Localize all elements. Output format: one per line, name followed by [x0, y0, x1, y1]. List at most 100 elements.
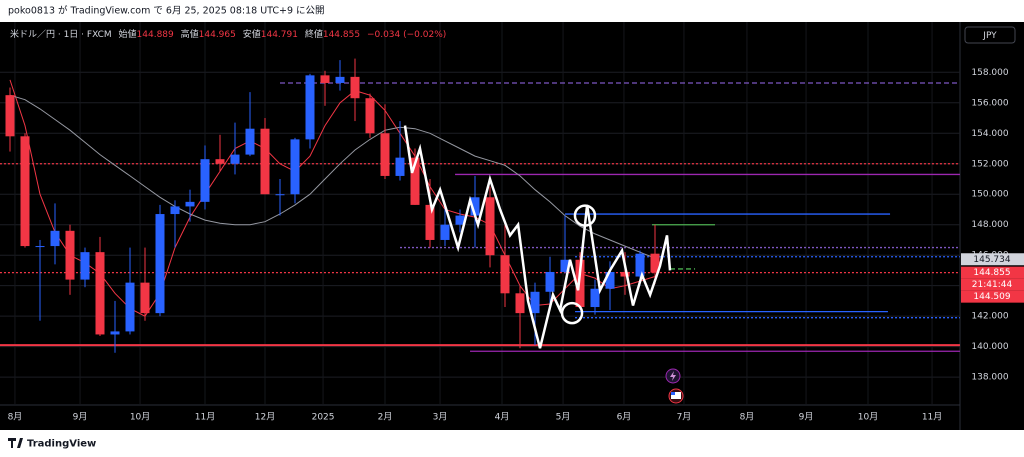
candle-body — [395, 157, 405, 176]
close-value: 144.855 — [323, 30, 360, 40]
x-tick-label: 3月 — [433, 412, 448, 423]
candle-body — [230, 154, 240, 164]
logo-mark — [8, 438, 23, 448]
y-tick-label: 150.000 — [971, 190, 1008, 200]
candle-body — [365, 98, 375, 134]
candle-body — [380, 133, 390, 176]
currency[interactable]: JPY — [982, 31, 997, 41]
close-label: 終値 — [305, 28, 323, 40]
candle-body — [530, 291, 540, 314]
y-tick-label: 140.000 — [971, 342, 1008, 352]
candle-body — [215, 159, 225, 164]
x-tick-label: 9月 — [799, 412, 814, 423]
countdown-box — [961, 278, 1024, 291]
candle-body — [260, 128, 270, 195]
candle-body — [200, 159, 210, 202]
x-tick-label: 6月 — [617, 412, 632, 423]
x-tick-label: 8月 — [8, 412, 23, 423]
candle-body — [350, 76, 360, 99]
price-label-box — [961, 266, 1024, 279]
candle-body — [485, 197, 495, 256]
publish-header: poko0813 が TradingView.com で 6月 25, 2025… — [8, 5, 325, 17]
candle-body — [35, 246, 45, 248]
marker-circle — [573, 204, 597, 227]
price-label: 145.734 — [973, 255, 1010, 265]
symbol: 米ドル／円 · 1日 · FXCM — [10, 28, 112, 40]
candle-body — [455, 215, 465, 225]
candle-body — [170, 206, 180, 215]
candle-body — [560, 259, 570, 272]
y-tick-label: 156.000 — [971, 98, 1008, 108]
x-tick-label: 11月 — [922, 412, 942, 423]
legend: 米ドル／円 · 1日 · FXCM 始値144.889 高値144.965 安値… — [10, 28, 446, 40]
candle-body — [335, 76, 345, 83]
candle-body — [635, 253, 645, 277]
candle-body — [20, 136, 30, 247]
candle-body — [65, 230, 75, 280]
low-value: 144.791 — [261, 30, 298, 40]
candle-body — [110, 331, 120, 335]
candle-body — [80, 252, 90, 280]
y-tick-label: 138.000 — [971, 373, 1008, 383]
brand: TradingView — [27, 439, 96, 450]
x-tick-label: 2025 — [312, 413, 335, 423]
flag — [671, 392, 681, 399]
candle-body — [290, 139, 300, 195]
x-tick-label: 11月 — [195, 412, 215, 423]
high-label: 高値 — [181, 28, 199, 40]
candle-body — [155, 214, 165, 314]
brand-logo: TradingView — [8, 438, 96, 450]
currency-button[interactable] — [964, 26, 1016, 44]
event-bolt — [670, 371, 676, 381]
candle-body — [410, 157, 420, 205]
candle-body — [500, 255, 510, 294]
moving-average — [9, 94, 656, 259]
x-tick-label: 2月 — [378, 412, 393, 423]
price-label-box — [961, 253, 1024, 266]
candle-body — [440, 224, 450, 240]
x-tick-label: 10月 — [130, 412, 150, 423]
candle-body — [470, 197, 480, 216]
candle-body — [125, 282, 135, 332]
drawing — [403, 125, 672, 349]
candle-body — [275, 194, 285, 196]
axes: 138.000140.000142.000144.000146.000148.0… — [8, 68, 1024, 423]
open-value: 144.889 — [137, 30, 174, 40]
zigzag — [403, 125, 672, 349]
candle-body — [605, 271, 615, 289]
candle-body — [95, 252, 105, 335]
price-label: 144.855 — [973, 268, 1010, 278]
candle-body — [140, 282, 150, 314]
candle-body — [620, 271, 630, 277]
x-tick-label: 4月 — [495, 412, 510, 423]
open-label: 始値 — [119, 28, 137, 40]
candle-body — [650, 253, 660, 273]
candle-body — [515, 293, 525, 314]
flag-canton — [671, 392, 675, 395]
x-tick-label: 9月 — [73, 412, 88, 423]
chart-background — [0, 22, 1024, 430]
candle-body — [245, 128, 255, 155]
moving-averages — [9, 79, 656, 317]
candle-body — [50, 230, 60, 247]
candle-body — [5, 95, 15, 137]
x-tick-label: 12月 — [255, 412, 275, 423]
candle-body — [305, 75, 315, 140]
y-tick-label: 142.000 — [971, 312, 1008, 322]
y-tick-label: 152.000 — [971, 159, 1008, 169]
y-tick-label: 148.000 — [971, 220, 1008, 230]
x-tick-label: 8月 — [740, 412, 755, 423]
high-value: 144.965 — [199, 30, 236, 40]
price-label-box — [961, 290, 1024, 303]
change: −0.034 (−0.02%) — [367, 30, 446, 40]
price-label: 144.509 — [973, 292, 1010, 302]
x-tick-label: 10月 — [858, 412, 878, 423]
candle-body — [590, 288, 600, 308]
candle-body — [545, 271, 555, 292]
x-tick-label: 7月 — [677, 412, 692, 423]
low-label: 安値 — [243, 28, 261, 40]
candle-body — [185, 201, 195, 207]
y-tick-label: 154.000 — [971, 129, 1008, 139]
